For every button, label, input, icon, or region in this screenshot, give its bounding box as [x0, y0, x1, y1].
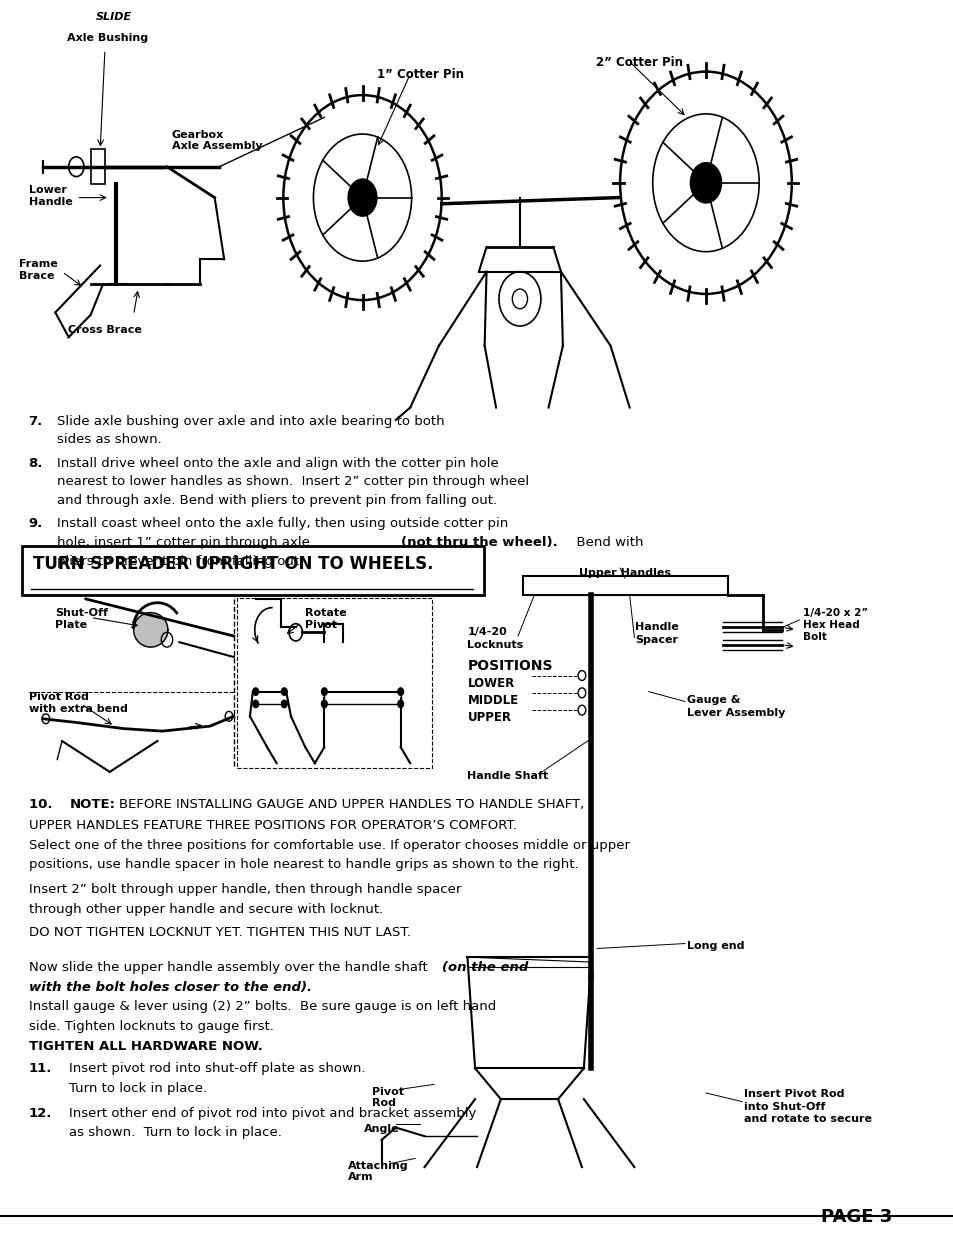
Text: Pivot Rod: Pivot Rod — [29, 692, 89, 701]
Text: Pivot: Pivot — [372, 1087, 404, 1097]
Text: side. Tighten locknuts to gauge first.: side. Tighten locknuts to gauge first. — [29, 1020, 274, 1034]
Text: BEFORE INSTALLING GAUGE AND UPPER HANDLES TO HANDLE SHAFT,: BEFORE INSTALLING GAUGE AND UPPER HANDLE… — [119, 798, 584, 811]
Text: 10.: 10. — [29, 798, 56, 811]
Text: as shown.  Turn to lock in place.: as shown. Turn to lock in place. — [69, 1126, 281, 1140]
Text: NOTE:: NOTE: — [70, 798, 115, 811]
Circle shape — [321, 688, 327, 695]
Text: 2” Cotter Pin: 2” Cotter Pin — [596, 56, 682, 69]
Text: Insert pivot rod into shut-off plate as shown.: Insert pivot rod into shut-off plate as … — [69, 1062, 365, 1076]
Text: and through axle. Bend with pliers to prevent pin from falling out.: and through axle. Bend with pliers to pr… — [57, 494, 497, 508]
Polygon shape — [133, 613, 168, 647]
Bar — [91, 149, 105, 184]
Circle shape — [397, 688, 403, 695]
Text: Rod: Rod — [372, 1098, 395, 1108]
Text: through other upper handle and secure with locknut.: through other upper handle and secure wi… — [29, 903, 382, 916]
Text: Insert other end of pivot rod into pivot and bracket assembly: Insert other end of pivot rod into pivot… — [69, 1107, 476, 1120]
Circle shape — [397, 700, 403, 708]
Text: Bolt: Bolt — [802, 632, 826, 642]
Bar — [522, 576, 727, 595]
Circle shape — [321, 700, 327, 708]
Text: hole, insert 1” cotter pin through axle: hole, insert 1” cotter pin through axle — [57, 536, 314, 550]
Text: 1/4-20: 1/4-20 — [467, 627, 507, 637]
Text: 12.: 12. — [29, 1107, 52, 1120]
Text: Install gauge & lever using (2) 2” bolts.  Be sure gauge is on left hand: Install gauge & lever using (2) 2” bolts… — [29, 1000, 496, 1014]
Text: Hex Head: Hex Head — [802, 620, 859, 630]
Text: into Shut-Off: into Shut-Off — [743, 1102, 824, 1112]
Text: Frame
Brace: Frame Brace — [19, 259, 58, 280]
Text: Attaching: Attaching — [348, 1161, 409, 1171]
Text: Turn to lock in place.: Turn to lock in place. — [69, 1082, 207, 1095]
Text: UPPER HANDLES FEATURE THREE POSITIONS FOR OPERATOR’S COMFORT.: UPPER HANDLES FEATURE THREE POSITIONS FO… — [29, 819, 517, 832]
Text: Lower
Handle: Lower Handle — [29, 185, 72, 206]
Text: Shut-Off: Shut-Off — [55, 608, 109, 618]
Text: 7.: 7. — [29, 415, 43, 429]
Text: Insert 2” bolt through upper handle, then through handle spacer: Insert 2” bolt through upper handle, the… — [29, 883, 460, 897]
Text: Upper Handles: Upper Handles — [578, 568, 670, 578]
Text: Lever Assembly: Lever Assembly — [686, 708, 784, 718]
Circle shape — [253, 688, 258, 695]
Text: Pivot: Pivot — [305, 620, 337, 630]
Circle shape — [697, 172, 714, 194]
Text: Now slide the upper handle assembly over the handle shaft: Now slide the upper handle assembly over… — [29, 961, 431, 974]
Text: Plate: Plate — [55, 620, 88, 630]
Text: Spacer: Spacer — [635, 635, 678, 645]
Text: SLIDE: SLIDE — [95, 12, 132, 22]
Text: TIGHTEN ALL HARDWARE NOW.: TIGHTEN ALL HARDWARE NOW. — [29, 1040, 262, 1053]
Circle shape — [281, 688, 287, 695]
Text: DO NOT TIGHTEN LOCKNUT YET. TIGHTEN THIS NUT LAST.: DO NOT TIGHTEN LOCKNUT YET. TIGHTEN THIS… — [29, 926, 410, 940]
Text: Insert Pivot Rod: Insert Pivot Rod — [743, 1089, 843, 1099]
Text: Cross Brace: Cross Brace — [68, 325, 142, 335]
Text: with the bolt holes closer to the end).: with the bolt holes closer to the end). — [29, 981, 312, 994]
Text: TURN SPREADER UPRIGHT ON TO WHEELS.: TURN SPREADER UPRIGHT ON TO WHEELS. — [33, 555, 434, 573]
Text: (not thru the wheel).: (not thru the wheel). — [400, 536, 557, 550]
Text: positions, use handle spacer in hole nearest to handle grips as shown to the rig: positions, use handle spacer in hole nea… — [29, 858, 578, 872]
Text: with extra bend: with extra bend — [29, 704, 128, 714]
Text: nearest to lower handles as shown.  Insert 2” cotter pin through wheel: nearest to lower handles as shown. Inser… — [57, 475, 529, 489]
Text: Install drive wheel onto the axle and align with the cotter pin hole: Install drive wheel onto the axle and al… — [57, 457, 498, 471]
Circle shape — [355, 188, 370, 207]
Circle shape — [690, 163, 720, 203]
Text: LOWER: LOWER — [467, 677, 515, 690]
Circle shape — [348, 179, 376, 216]
Text: Bend with: Bend with — [567, 536, 642, 550]
Text: Arm: Arm — [348, 1172, 374, 1182]
FancyBboxPatch shape — [22, 546, 483, 595]
Circle shape — [281, 700, 287, 708]
Text: Gearbox
Axle Assembly: Gearbox Axle Assembly — [172, 130, 262, 151]
Text: 1/4-20 x 2”: 1/4-20 x 2” — [802, 608, 867, 618]
Text: POSITIONS: POSITIONS — [467, 659, 553, 673]
Text: Slide axle bushing over axle and into axle bearing to both: Slide axle bushing over axle and into ax… — [57, 415, 444, 429]
Text: Select one of the three positions for comfortable use. If operator chooses middl: Select one of the three positions for co… — [29, 839, 629, 852]
Text: PAGE 3: PAGE 3 — [820, 1208, 891, 1226]
Text: 11.: 11. — [29, 1062, 52, 1076]
Text: 9.: 9. — [29, 517, 43, 531]
Text: 1” Cotter Pin: 1” Cotter Pin — [376, 68, 463, 82]
Text: UPPER: UPPER — [467, 711, 511, 725]
FancyBboxPatch shape — [236, 598, 432, 768]
Text: pliers to prevent pin from falling out.: pliers to prevent pin from falling out. — [57, 555, 303, 568]
Circle shape — [253, 700, 258, 708]
Text: Rotate: Rotate — [305, 608, 347, 618]
Text: MIDDLE: MIDDLE — [467, 694, 518, 708]
Text: Angle: Angle — [364, 1124, 399, 1134]
Text: Handle: Handle — [635, 622, 679, 632]
Text: Install coast wheel onto the axle fully, then using outside cotter pin: Install coast wheel onto the axle fully,… — [57, 517, 508, 531]
Text: Axle Bushing: Axle Bushing — [67, 33, 148, 43]
Text: Long end: Long end — [686, 941, 743, 951]
Text: and rotate to secure: and rotate to secure — [743, 1114, 871, 1124]
Text: 8.: 8. — [29, 457, 43, 471]
Text: Locknuts: Locknuts — [467, 640, 523, 650]
Text: sides as shown.: sides as shown. — [57, 433, 162, 447]
Text: Handle Shaft: Handle Shaft — [467, 771, 548, 781]
Text: (on the end: (on the end — [441, 961, 528, 974]
Text: Gauge &: Gauge & — [686, 695, 740, 705]
